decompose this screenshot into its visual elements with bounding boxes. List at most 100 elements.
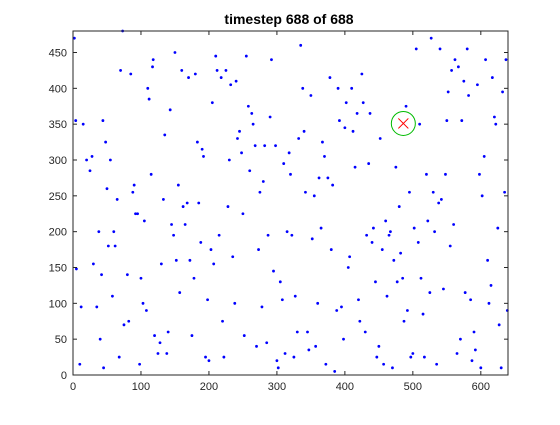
data-point	[404, 104, 408, 108]
data-point	[282, 162, 286, 165]
data-point	[426, 219, 430, 223]
data-point	[266, 233, 270, 237]
data-point	[462, 79, 466, 83]
data-point	[293, 294, 297, 298]
data-point	[108, 158, 112, 162]
data-point	[368, 112, 372, 115]
data-point	[274, 144, 277, 148]
data-point	[490, 76, 494, 79]
data-point	[185, 201, 189, 205]
data-point	[139, 276, 143, 280]
data-point	[95, 305, 99, 309]
data-point	[494, 122, 498, 126]
data-point	[246, 104, 250, 108]
data-point	[131, 190, 135, 194]
data-point	[111, 294, 114, 298]
data-point	[375, 355, 379, 359]
data-point	[248, 169, 252, 173]
data-point	[190, 334, 194, 337]
data-point	[460, 119, 464, 122]
data-point	[324, 362, 328, 366]
x-tick-label: 400	[336, 381, 354, 393]
data-point	[289, 172, 292, 176]
data-point	[72, 36, 76, 40]
data-point	[299, 43, 303, 47]
data-point	[147, 97, 151, 101]
data-point	[438, 47, 442, 51]
data-point	[142, 219, 146, 223]
data-point	[414, 47, 418, 51]
data-point	[321, 140, 324, 144]
data-point	[292, 355, 296, 359]
data-point	[200, 147, 204, 151]
data-point	[97, 230, 101, 234]
data-point	[98, 337, 102, 341]
data-point	[173, 51, 177, 54]
data-point	[224, 69, 228, 72]
data-point	[149, 172, 153, 176]
data-point	[445, 119, 449, 122]
data-point	[219, 76, 223, 79]
data-point	[272, 269, 275, 273]
y-tick-label: 100	[49, 298, 67, 310]
data-point	[435, 362, 439, 366]
data-point	[346, 266, 350, 269]
data-point	[392, 258, 396, 262]
x-tick-label: 100	[132, 381, 150, 393]
data-point	[343, 126, 347, 130]
data-point	[221, 319, 224, 323]
x-tick-label: 200	[200, 381, 218, 393]
data-point	[309, 94, 313, 97]
data-point	[342, 337, 345, 341]
x-tick-label: 0	[70, 381, 76, 393]
data-point	[360, 72, 364, 76]
data-point	[459, 337, 462, 341]
data-point	[473, 348, 477, 352]
data-point	[101, 119, 105, 122]
data-point	[244, 54, 248, 58]
data-point	[127, 319, 131, 323]
data-point	[419, 276, 423, 280]
data-point	[258, 190, 262, 194]
data-point	[113, 244, 117, 248]
data-point	[170, 223, 173, 226]
data-point	[122, 323, 126, 327]
data-point	[145, 309, 148, 312]
data-point	[384, 219, 388, 223]
data-point	[74, 267, 78, 271]
data-point	[174, 258, 178, 262]
data-point	[439, 198, 443, 201]
data-point	[355, 112, 359, 115]
data-point	[202, 155, 205, 158]
data-point	[231, 255, 235, 259]
data-point	[129, 72, 133, 76]
data-point	[197, 201, 201, 205]
data-point	[132, 183, 136, 187]
data-point	[204, 355, 207, 359]
data-point	[378, 137, 382, 140]
data-point	[316, 301, 320, 305]
data-point	[125, 273, 129, 277]
data-point	[479, 366, 483, 370]
data-point	[136, 212, 139, 216]
data-point	[335, 309, 339, 312]
data-point	[463, 291, 467, 294]
data-point	[382, 362, 386, 366]
data-points	[72, 29, 509, 373]
target-marker	[390, 110, 416, 136]
data-point	[476, 83, 479, 87]
data-point	[275, 359, 279, 363]
data-point	[348, 255, 352, 259]
data-point	[301, 86, 305, 90]
data-point	[297, 137, 301, 140]
data-point	[367, 162, 371, 165]
data-point	[469, 298, 473, 302]
data-point	[408, 190, 411, 194]
data-point	[380, 248, 384, 251]
data-point	[344, 101, 348, 105]
data-point	[317, 176, 321, 180]
data-point	[497, 323, 501, 327]
data-point	[153, 334, 156, 337]
data-point	[358, 319, 362, 323]
data-point	[212, 262, 216, 266]
